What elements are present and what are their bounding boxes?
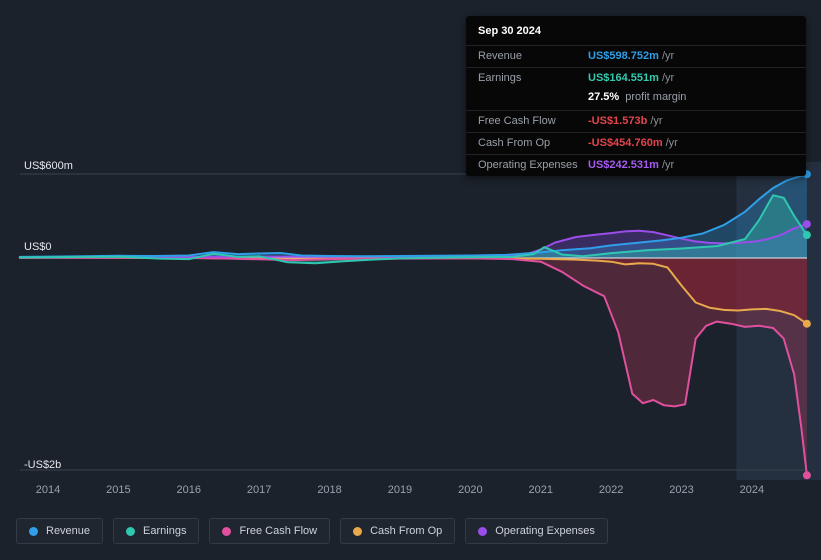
x-axis-label: 2022 (598, 484, 624, 496)
tooltip-date: Sep 30 2024 (478, 25, 541, 37)
tooltip-unit: /yr (661, 159, 675, 172)
legend-label: Earnings (143, 525, 187, 537)
legend-item-cash-from-op[interactable]: Cash From Op (340, 518, 456, 544)
tooltip-row-cash-from-op: Cash From Op -US$454.760m /yr (466, 131, 806, 154)
tooltip-label: Free Cash Flow (478, 114, 556, 127)
earnings-legend-dot (126, 526, 136, 536)
tooltip-label: Revenue (478, 50, 523, 63)
operating-expenses-end-dot[interactable] (802, 220, 811, 229)
x-axis-label: 2018 (317, 484, 342, 496)
free-cash-flow-line (18, 256, 808, 477)
revenue-legend-dot (29, 526, 38, 536)
x-axis: 2014 2015 2016 2017 2018 2019 2020 2021 2022 2023… (28, 484, 772, 496)
x-axis-label: 2024 (739, 484, 765, 496)
legend-item-revenue[interactable]: Revenue (16, 518, 104, 544)
tooltip-value: US$242.531m (588, 159, 659, 172)
legend-label: Cash From Op (370, 525, 443, 537)
chart-tooltip: Sep 30 2024 Revenue US$598.752m /yr Earn… (466, 16, 806, 177)
profit-margin-label: profit margin (625, 90, 687, 103)
tooltip-value: -US$454.760m (588, 136, 663, 149)
tooltip-profit-margin: 27.5% profit margin (466, 90, 806, 110)
x-axis-label: 2023 (669, 484, 694, 496)
free-cash-flow-area (19, 257, 807, 476)
legend-item-earnings[interactable]: Earnings (113, 518, 200, 544)
cash-from-op-area (19, 257, 807, 324)
legend-label: Operating Expenses (495, 525, 595, 537)
free-cash-flow-legend-dot (222, 526, 232, 536)
tooltip-label: Cash From Op (478, 136, 551, 149)
x-axis-label: 2020 (458, 484, 483, 496)
x-axis-label: 2015 (106, 484, 131, 496)
x-axis-label: 2019 (387, 484, 413, 496)
cash-from-op-line (18, 256, 808, 325)
tooltip-label: Operating Expenses (478, 159, 578, 172)
x-axis-label: 2014 (35, 484, 61, 496)
recent-period-band (736, 162, 821, 480)
earnings-end-dot[interactable] (802, 231, 811, 239)
tooltip-value: US$164.551m (588, 72, 659, 85)
legend-item-operating-expenses[interactable]: Operating Expenses (465, 518, 608, 544)
tooltip-unit: /yr (661, 50, 675, 63)
tooltip-value: -US$1.573b (588, 114, 648, 127)
tooltip-row-free-cash-flow: Free Cash Flow -US$1.573b /yr (466, 109, 806, 132)
tooltip-row-operating-expenses: Operating Expenses US$242.531m /yr (466, 154, 806, 176)
x-axis-label: 2021 (528, 484, 553, 496)
legend-label: Revenue (46, 525, 91, 537)
revenue-area (19, 174, 807, 258)
cash-from-op-legend-dot (353, 526, 363, 536)
operating-expenses-legend-dot (478, 526, 488, 536)
y-axis-label-top: US$600m (24, 160, 73, 172)
earnings-area (19, 195, 807, 264)
revenue-line (18, 173, 808, 258)
legend-item-free-cash-flow[interactable]: Free Cash Flow (209, 518, 331, 544)
profit-margin-value: 27.5% (588, 90, 620, 103)
legend-label: Free Cash Flow (239, 525, 318, 537)
operating-expenses-area (19, 224, 807, 258)
x-axis-label: 2016 (176, 484, 202, 496)
tooltip-unit: /yr (661, 72, 675, 85)
cash-from-op-end-dot[interactable] (802, 319, 811, 328)
free-cash-flow-end-dot[interactable] (802, 471, 811, 480)
tooltip-row-revenue: Revenue US$598.752m /yr (466, 45, 806, 67)
y-axis-label-bottom: -US$2b (24, 459, 62, 471)
tooltip-label: Earnings (478, 72, 522, 85)
x-axis-label: 2017 (246, 484, 272, 496)
operating-expenses-line (18, 223, 808, 259)
tooltip-unit: /yr (650, 114, 663, 127)
tooltip-unit: /yr (665, 136, 678, 149)
tooltip-value: US$598.752m (588, 50, 659, 63)
chart-legend: Revenue Earnings Free Cash Flow Cash From O… (16, 518, 608, 544)
earnings-line (18, 194, 808, 265)
y-axis-label-zero: US$0 (24, 241, 52, 253)
tooltip-row-earnings: Earnings US$164.551m /yr (466, 67, 806, 89)
